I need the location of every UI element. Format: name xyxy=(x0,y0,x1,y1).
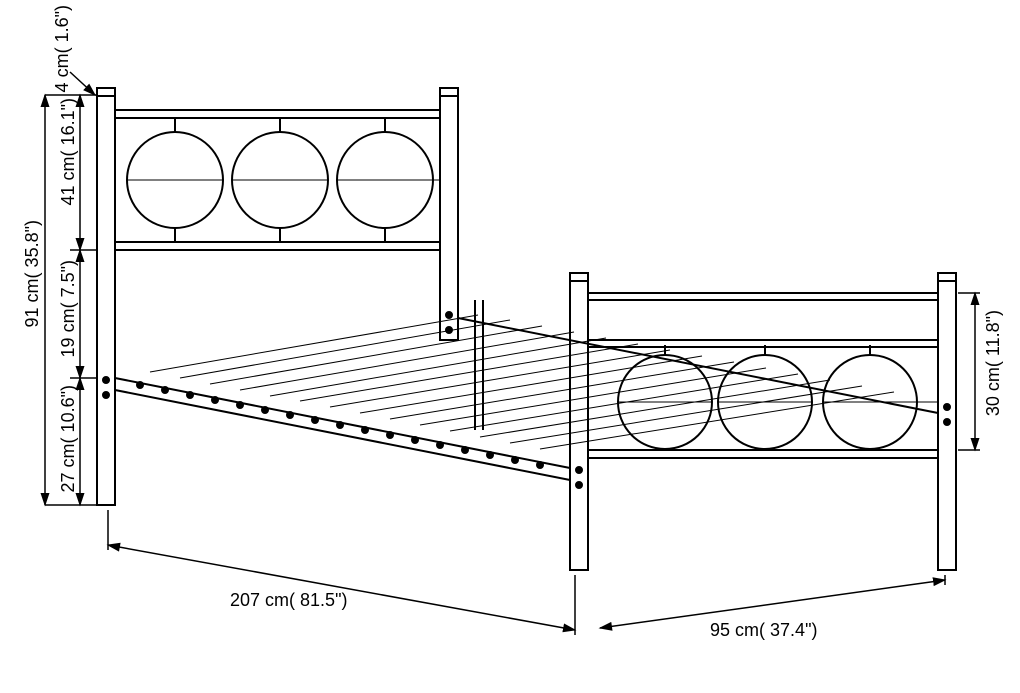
dim-cap-cm: 4 cm( 1.6") xyxy=(52,5,73,92)
bed-frame xyxy=(97,88,956,570)
bed-frame-diagram xyxy=(0,0,1020,693)
dim-27-cm: 27 cm( 10.6") xyxy=(58,385,79,492)
dim-19-cm: 19 cm( 7.5") xyxy=(58,260,79,357)
dim-91-cm: 91 cm( 35.8") xyxy=(22,220,43,327)
dim-41-cm: 41 cm( 16.1") xyxy=(58,98,79,205)
dim-207-cm: 207 cm( 81.5") xyxy=(230,590,347,611)
dim-95-cm: 95 cm( 37.4") xyxy=(710,620,817,641)
dimension-lines xyxy=(45,72,980,635)
dim-30-cm: 30 cm( 11.8") xyxy=(983,310,1004,416)
